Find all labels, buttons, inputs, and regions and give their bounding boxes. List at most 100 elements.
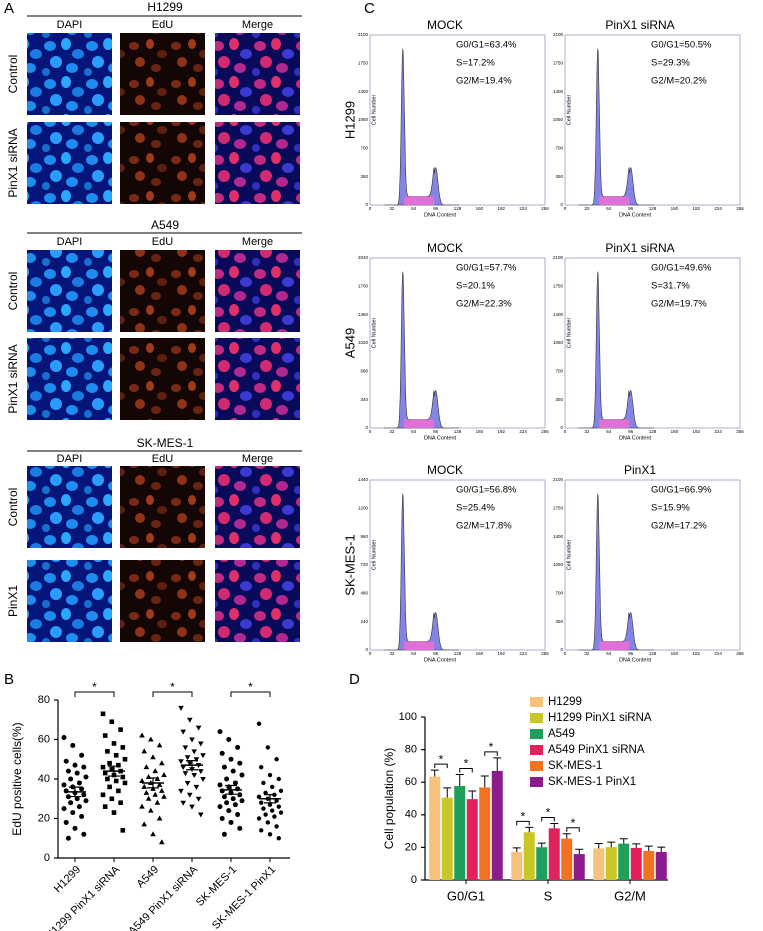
data-point — [81, 831, 87, 837]
data-point — [226, 737, 232, 742]
data-point — [189, 804, 195, 810]
x-tick-label: 64 — [411, 429, 417, 434]
column-header: EdU — [152, 453, 173, 465]
data-point — [143, 789, 150, 795]
x-axis-label: DNA Content — [424, 212, 457, 218]
data-point — [100, 711, 106, 717]
plot-title: MOCK — [427, 463, 463, 477]
histogram — [383, 271, 459, 429]
significance-label: * — [489, 740, 494, 754]
data-point — [276, 836, 281, 841]
x-tick-label: 192 — [692, 651, 700, 656]
x-tick-label: 256 — [736, 651, 744, 656]
row-label: H1299 — [342, 101, 357, 139]
x-axis-label: DNA Content — [619, 657, 652, 663]
data-point — [272, 814, 277, 819]
y-tick-label: 1400 — [553, 534, 564, 539]
micrograph — [215, 338, 300, 420]
legend-label: SK-MES-1 PinX1 — [548, 776, 636, 788]
micrograph — [120, 466, 205, 548]
y-tick-label: 700 — [360, 146, 368, 151]
error-bar — [480, 775, 489, 788]
y-tick-label: 700 — [555, 369, 563, 374]
data-point — [122, 756, 128, 762]
y-tick-label: 1050 — [553, 562, 564, 567]
error-bar — [550, 822, 559, 829]
data-point — [81, 764, 87, 770]
data-point — [237, 792, 243, 798]
micrograph — [27, 33, 112, 115]
row-label: PinX1 — [6, 585, 20, 617]
data-point — [161, 793, 167, 799]
error-bar — [525, 826, 534, 833]
x-tick-label: 224 — [519, 429, 527, 434]
plot-title: PinX1 siRNA — [605, 18, 674, 32]
legend-swatch — [530, 729, 543, 739]
data-point — [200, 753, 206, 759]
x-tick-label: S — [544, 888, 553, 903]
data-point — [274, 757, 279, 762]
y-tick-label: 2100 — [553, 477, 564, 482]
data-point — [198, 812, 204, 818]
error-bar — [512, 847, 521, 852]
data-point — [195, 796, 202, 802]
x-tick-label: 32 — [584, 429, 590, 434]
cell-line-title: H1299 — [147, 0, 183, 14]
x-tick-label: 128 — [649, 429, 657, 434]
column-header: Merge — [242, 453, 273, 465]
x-tick-label: 128 — [454, 206, 462, 211]
y-axis-label: Cell Number — [566, 540, 572, 571]
x-tick-label: 224 — [714, 429, 722, 434]
data-point — [182, 771, 189, 777]
bar — [479, 787, 491, 880]
x-axis-label: DNA Content — [619, 212, 652, 218]
x-tick-label: 192 — [497, 429, 505, 434]
bar — [511, 851, 523, 880]
data-point — [107, 760, 112, 766]
micrograph — [120, 33, 205, 115]
phase-stat: G0/G1=66.9% — [651, 485, 712, 496]
y-tick-label: 80 — [38, 694, 50, 706]
y-tick-label: 0 — [365, 647, 368, 652]
x-tick-label: 160 — [476, 429, 484, 434]
micrograph — [27, 466, 112, 548]
data-point — [72, 825, 78, 831]
data-point — [219, 788, 225, 794]
x-tick-label: 0 — [369, 429, 372, 434]
data-point — [83, 798, 89, 804]
error-bar — [186, 760, 198, 771]
x-tick-label: 96 — [433, 651, 439, 656]
micrograph — [215, 122, 300, 204]
data-point — [63, 788, 69, 794]
data-point — [79, 814, 85, 820]
micrograph — [215, 250, 300, 332]
x-tick-label: 192 — [692, 206, 700, 211]
data-point — [139, 732, 145, 738]
data-point — [278, 788, 284, 794]
histogram — [383, 48, 459, 206]
data-point — [141, 748, 147, 754]
bar — [593, 848, 605, 880]
data-point — [189, 737, 195, 743]
error-bar — [619, 838, 628, 844]
data-point — [221, 794, 227, 800]
x-tick-label: 128 — [649, 206, 657, 211]
data-point — [120, 828, 126, 833]
data-point — [221, 831, 227, 837]
data-point — [102, 804, 108, 809]
data-point — [156, 781, 163, 787]
panel-label: A — [4, 0, 14, 17]
bar — [523, 832, 535, 880]
y-tick-label: 1200 — [358, 506, 369, 511]
data-point — [111, 741, 117, 746]
y-tick-label: 1750 — [358, 61, 369, 66]
x-tick-label: 0 — [564, 429, 567, 434]
data-point — [263, 790, 268, 796]
data-point — [83, 774, 89, 780]
significance-label: * — [521, 810, 526, 824]
data-point — [224, 800, 230, 806]
legend-swatch — [530, 777, 543, 787]
error-bar — [69, 786, 81, 798]
data-point — [159, 760, 165, 766]
data-point — [105, 749, 110, 754]
